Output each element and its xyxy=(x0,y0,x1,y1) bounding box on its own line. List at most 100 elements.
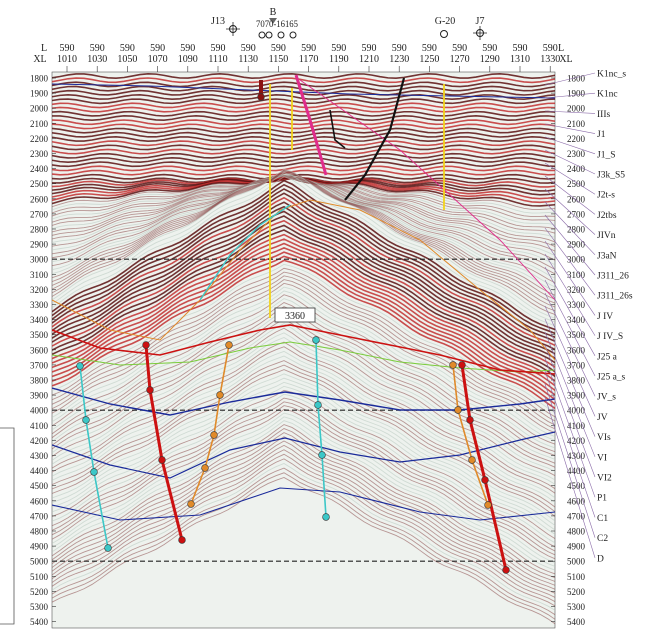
fault-node-red xyxy=(158,456,166,464)
well-node-orange xyxy=(468,456,476,464)
horizon-label: J1 xyxy=(597,130,606,140)
seismic-reflector xyxy=(52,156,555,164)
fault-node-red xyxy=(146,386,154,394)
trace-label-bottom: 1010 xyxy=(57,54,77,65)
depth-label-left: 4500 xyxy=(30,481,49,491)
seismic-reflector xyxy=(52,168,555,319)
horizon-leader-line xyxy=(544,201,596,256)
depth-label-left: 5000 xyxy=(30,557,49,567)
depth-label-left: 2000 xyxy=(30,104,49,114)
trace-label-top: 590 xyxy=(120,43,135,54)
trace-axis: 5901010590103059010505901070590109059011… xyxy=(57,43,560,72)
horizon-label: J2tbs xyxy=(597,211,617,221)
depth-label-right: 3400 xyxy=(567,315,586,325)
well-node-orange xyxy=(187,500,195,508)
horizon-leader-line xyxy=(544,305,596,417)
horizon-label: J311_26s xyxy=(597,292,633,302)
well-label-j7: J7 xyxy=(476,16,485,27)
fault-line-black xyxy=(344,77,406,201)
seismic-reflector xyxy=(52,449,555,598)
depth-label-left: 4400 xyxy=(30,466,49,476)
seismic-reflector xyxy=(52,161,555,168)
depth-label-right: 3200 xyxy=(567,285,586,295)
trace-label-bottom: 1330 xyxy=(540,54,560,65)
depth-label-right: 3600 xyxy=(567,345,586,355)
horizon-line-green xyxy=(52,341,555,373)
seismic-reflector xyxy=(52,196,555,347)
depth-label-left: 3600 xyxy=(30,345,49,355)
seismic-reflector xyxy=(52,263,555,414)
well-node-orange xyxy=(484,501,492,509)
trace-label-top: 590 xyxy=(211,43,226,54)
seismic-reflector xyxy=(52,233,555,383)
horizon-label: J1_S xyxy=(597,150,615,160)
seismic-reflector xyxy=(52,242,555,392)
horizon-line-navy xyxy=(52,487,555,521)
seismic-reflector xyxy=(52,350,555,499)
horizon-line-orange xyxy=(52,199,555,361)
well-node-cyan xyxy=(104,544,112,552)
horizon-leader-line xyxy=(544,72,596,86)
horizon-leader-line xyxy=(544,214,596,276)
fault-node-red xyxy=(466,416,474,424)
depth-label-left: 1800 xyxy=(30,74,49,84)
depth-label-left: 1900 xyxy=(30,89,49,99)
depth-label-right: 2900 xyxy=(567,240,586,250)
depth-label-left: 3700 xyxy=(30,360,49,370)
trace-label-bottom: 1310 xyxy=(510,54,530,65)
horizon-label: J IV_S xyxy=(597,332,623,342)
depth-label-left: 3400 xyxy=(30,315,49,325)
depth-axis-left: 1800 1900 2000 2100 2200 2300 2400 2500 2600 2700… xyxy=(30,74,56,627)
well-symbol-cluster-4 xyxy=(289,31,297,39)
well-node-orange xyxy=(449,361,457,369)
depth-label-right: 1800 xyxy=(567,74,586,84)
depth-label-right: 5200 xyxy=(567,587,586,597)
horizon-leader-line xyxy=(544,175,596,215)
seismic-reflector xyxy=(52,440,555,590)
trace-label-top: 590 xyxy=(543,43,558,54)
well-node-cyan xyxy=(90,468,98,476)
seismic-reflector xyxy=(52,346,555,494)
depth-label-left: 5100 xyxy=(30,572,49,582)
depth-label-right: 3100 xyxy=(567,270,586,280)
seismic-reflector xyxy=(52,152,555,159)
horizon-line-navy xyxy=(52,387,555,416)
seismic-reflector xyxy=(52,259,555,410)
header-left-line: L xyxy=(41,43,47,54)
horizon-label: JV xyxy=(597,413,608,423)
horizon-label: VI2 xyxy=(597,474,612,484)
well-node-orange xyxy=(216,391,224,399)
trace-label-top: 590 xyxy=(241,43,256,54)
depth-label-right: 2600 xyxy=(567,194,586,204)
well-markers: J13 B 7070-16165 G-20 J7 xyxy=(211,7,487,40)
seismic-reflector xyxy=(52,401,555,552)
fault-line-red xyxy=(144,344,184,541)
fault-node-red xyxy=(178,536,186,544)
horizon-label: J311_26 xyxy=(597,272,629,282)
trace-label-top: 590 xyxy=(452,43,467,54)
depth-label-left: 3500 xyxy=(30,330,49,340)
seismic-reflector xyxy=(52,179,555,331)
horizon-label: JV_s xyxy=(597,393,616,403)
trace-label-top: 590 xyxy=(482,43,497,54)
depth-label-right: 5100 xyxy=(567,572,586,582)
well-symbol-cluster-1 xyxy=(258,31,266,39)
seismic-reflector xyxy=(52,131,555,138)
seismic-reflector xyxy=(52,462,555,611)
horizon-leader-line xyxy=(544,331,596,457)
fault-line-red xyxy=(460,364,508,571)
horizon-label: J IV xyxy=(597,312,613,322)
seismic-reflector xyxy=(52,336,555,485)
depth-label-left: 3900 xyxy=(30,391,49,401)
seismic-reflector xyxy=(52,408,555,560)
depth-label-left: 5200 xyxy=(30,587,49,597)
seismic-reflector xyxy=(52,275,555,426)
seismic-reflector xyxy=(52,169,555,176)
well-symbol-g20 xyxy=(440,30,448,38)
trace-label-top: 590 xyxy=(60,43,75,54)
depth-label-left: 4000 xyxy=(30,406,49,416)
header-right-xline: XL xyxy=(559,54,572,65)
horizon-leader-line xyxy=(544,92,596,99)
trace-label-top: 590 xyxy=(180,43,195,54)
seismic-reflector xyxy=(52,377,555,527)
